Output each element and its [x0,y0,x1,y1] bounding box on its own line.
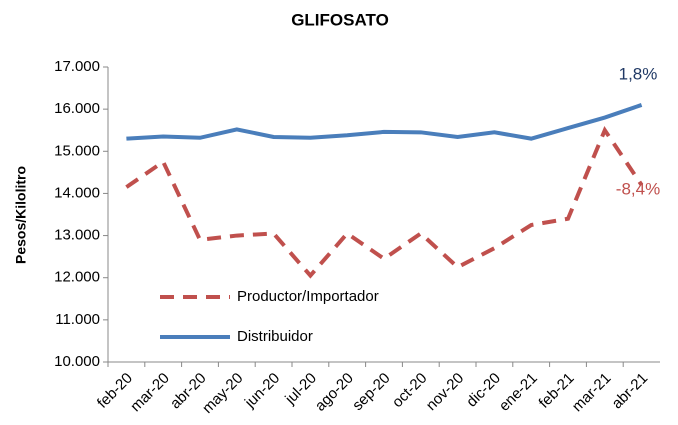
series-line [125,126,644,279]
x-tick-label: oct-20 [389,370,431,412]
y-tick-label: 15.000 [54,142,100,159]
x-tick-label: sep-20 [349,370,393,414]
x-tick-label: abr-21 [609,370,652,413]
x-tick-label: mar-20 [127,370,173,416]
annotation: -8,4% [616,179,660,198]
chart-title: GLIFOSATO [291,10,389,29]
legend-label: Distribuidor [237,328,313,345]
y-tick-label: 14.000 [54,184,100,201]
y-axis-label: Pesos/Kilolitro [13,166,29,264]
legend-label: Productor/Importador [237,288,379,305]
y-tick-label: 10.000 [54,353,100,370]
y-tick-label: 13.000 [54,227,100,244]
y-tick-label: 11.000 [55,311,100,328]
x-tick-label: mar-21 [569,370,615,416]
y-tick-label: 16.000 [54,100,100,117]
x-tick-label: may-20 [199,370,246,417]
x-tick-label: nov-20 [423,370,467,414]
annotation: 1,8% [619,64,658,83]
series-line [126,103,643,141]
x-tick-label: jun-20 [241,370,283,412]
y-tick-label: 12.000 [54,269,100,286]
x-tick-label: ago-20 [312,370,357,415]
x-tick-label: ene-21 [496,370,541,415]
y-tick-label: 17.000 [54,58,100,75]
